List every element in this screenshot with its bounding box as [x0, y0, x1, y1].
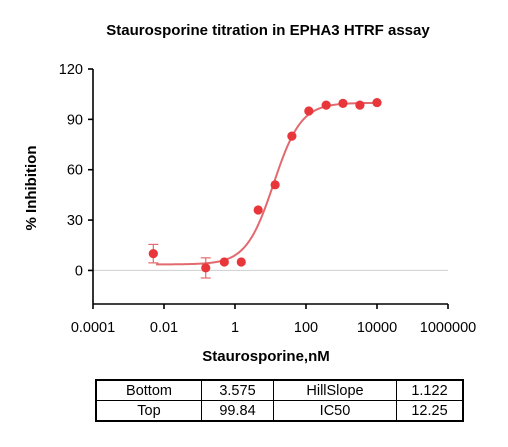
x-tick-label: 0.0001 [71, 320, 115, 336]
data-point [236, 257, 246, 267]
fit-parameters-table: Bottom 3.575 HillSlope 1.122 Top 99.84 I… [95, 379, 464, 422]
table-cell: 12.25 [396, 400, 464, 422]
fit-curve [156, 101, 378, 266]
data-point [219, 257, 229, 267]
x-tick-label: 100 [294, 320, 318, 336]
plot-area: 0 30 60 90 120 0.0001 0.01 1 100 10000 1000000 [59, 62, 476, 336]
x-tick-label: 10000 [357, 320, 397, 336]
chart: Staurosporine titration in EPHA3 HTRF as… [23, 22, 476, 365]
y-tick-label: 90 [67, 112, 83, 128]
table-row: Top 99.84 IC50 12.25 [95, 400, 464, 422]
data-point [270, 180, 280, 190]
table-cell: Top [95, 400, 202, 422]
y-tick-label: 0 [75, 263, 83, 279]
data-point [321, 100, 331, 110]
table-cell: Bottom [95, 379, 202, 401]
data-point [287, 131, 297, 141]
x-tick-label: 1000000 [420, 320, 476, 336]
table-cell: 3.575 [201, 379, 274, 401]
chart-title: Staurosporine titration in EPHA3 HTRF as… [106, 22, 430, 39]
data-point [355, 100, 365, 110]
data-point [148, 249, 158, 259]
table-cell: HillSlope [273, 379, 397, 401]
data-point [201, 263, 211, 273]
x-tick-label: 0.01 [150, 320, 178, 336]
table-cell: 1.122 [396, 379, 464, 401]
y-tick-label: 120 [59, 62, 83, 78]
table-cell: IC50 [273, 400, 397, 422]
data-point [253, 205, 263, 215]
table-cell: 99.84 [201, 400, 274, 422]
x-tick-label: 1 [231, 320, 239, 336]
data-point [338, 98, 348, 109]
data-point [372, 97, 382, 108]
table-row: Bottom 3.575 HillSlope 1.122 [95, 379, 464, 401]
y-tick-label: 30 [67, 213, 83, 229]
x-axis-title: Staurosporine,nM [202, 348, 330, 365]
data-point [304, 106, 314, 116]
y-tick-label: 60 [67, 163, 83, 179]
y-axis-title: % Inhibition [23, 146, 40, 231]
